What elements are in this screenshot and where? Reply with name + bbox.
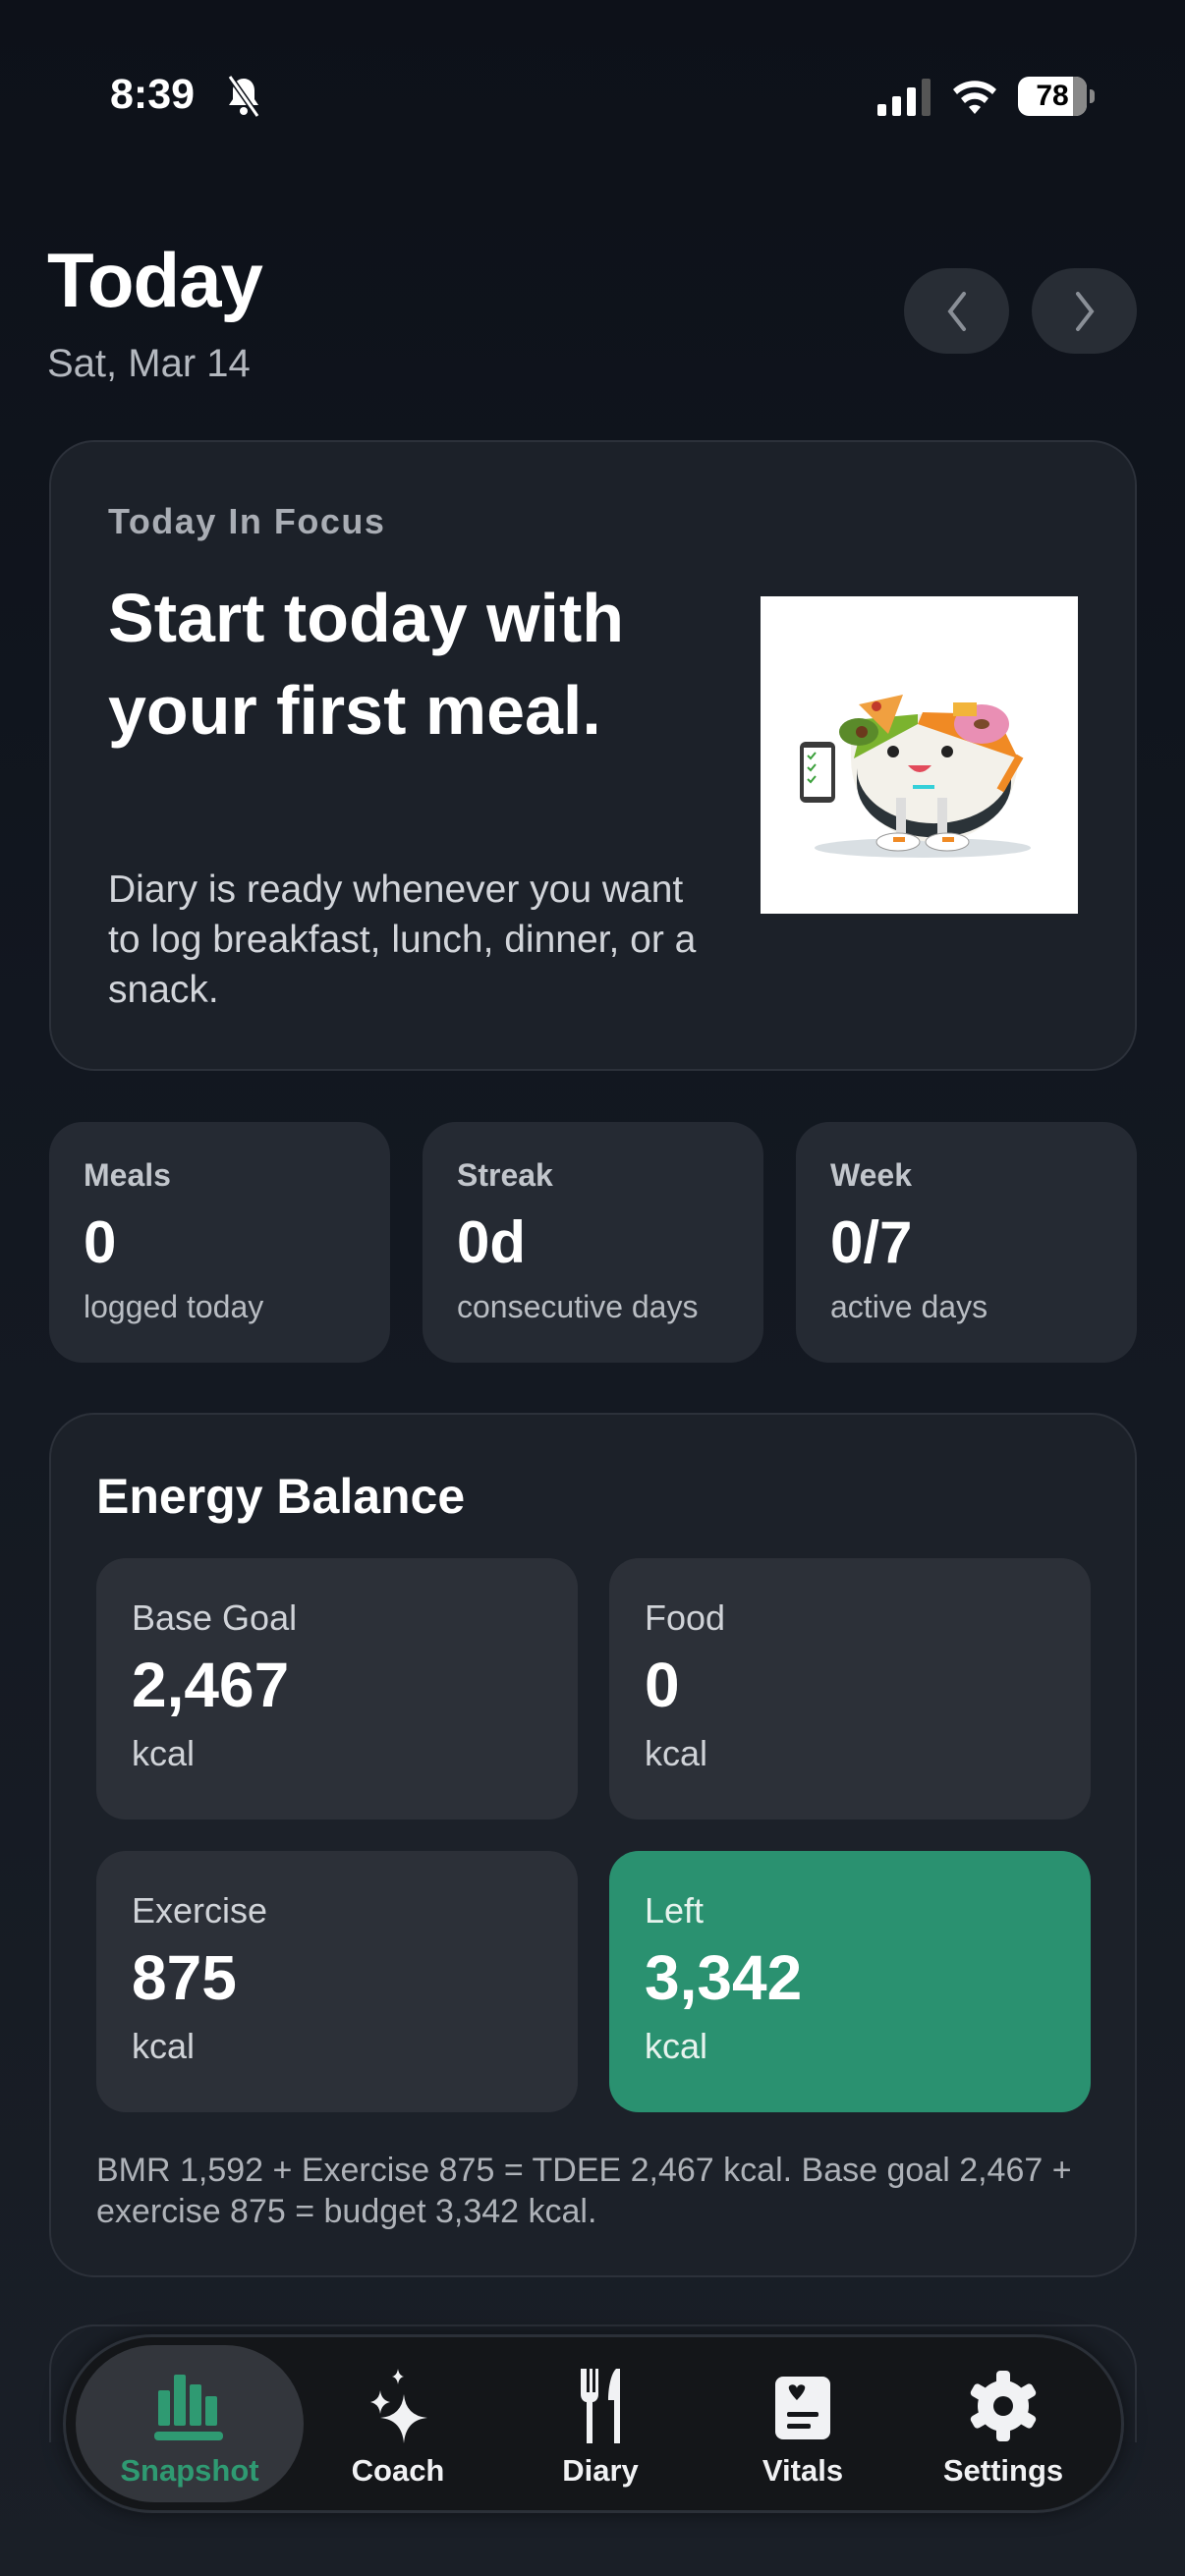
stat-sub: logged today — [84, 1289, 264, 1324]
tab-vitals[interactable]: Vitals — [689, 2345, 917, 2502]
tile-label: Base Goal — [132, 1597, 298, 1638]
chart-bars-icon — [154, 2375, 223, 2440]
tab-label: Settings — [942, 2453, 1064, 2488]
exercise-tile: Exercise 875 kcal — [96, 1851, 578, 2112]
today-in-focus-card[interactable]: Today In Focus Start today with your fir… — [49, 440, 1137, 1071]
tile-unit: kcal — [645, 2026, 708, 2066]
cellular-signal-icon — [877, 79, 931, 116]
gear-icon — [970, 2371, 1037, 2441]
energy-balance-title: Energy Balance — [96, 1469, 466, 1524]
tab-label: Snapshot — [120, 2453, 259, 2488]
tab-coach[interactable]: Coach — [284, 2345, 512, 2502]
page-date: Sat, Mar 14 — [47, 342, 251, 385]
stat-sub: consecutive days — [457, 1289, 699, 1324]
focus-headline: Start today with your first meal. — [108, 580, 625, 749]
tile-label: Left — [645, 1890, 705, 1931]
battery-level: 78 — [1036, 80, 1069, 112]
tab-diary[interactable]: Diary — [486, 2345, 714, 2502]
tab-label: Vitals — [762, 2453, 844, 2488]
food-bowl-mascot-illustration — [761, 596, 1078, 914]
stat-label: Streak — [457, 1157, 553, 1193]
heart-card-icon — [775, 2377, 830, 2439]
tile-label: Exercise — [132, 1890, 268, 1931]
streak-stat-card: Streak 0d consecutive days — [423, 1122, 763, 1363]
status-time: 8:39 — [110, 71, 196, 118]
stat-value: 0 — [84, 1209, 117, 1275]
tile-unit: kcal — [132, 2026, 196, 2066]
stat-value: 0d — [457, 1209, 527, 1275]
page-title: Today — [47, 237, 263, 323]
tile-value: 2,467 — [132, 1650, 290, 1720]
tab-bar: Snapshot Coach Diary Vitals Settings — [63, 2334, 1124, 2513]
wifi-icon — [953, 81, 996, 114]
previous-day-button[interactable] — [904, 268, 1009, 354]
energy-footnote: BMR 1,592 + Exercise 875 = TDEE 2,467 kc… — [96, 2152, 1072, 2230]
tab-label: Diary — [562, 2453, 639, 2488]
base-goal-tile: Base Goal 2,467 kcal — [96, 1558, 578, 1820]
tile-value: 0 — [645, 1650, 680, 1720]
battery-indicator: 78 — [1018, 77, 1097, 116]
tile-label: Food — [645, 1597, 726, 1638]
stat-label: Meals — [84, 1157, 171, 1193]
week-stat-card: Week 0/7 active days — [796, 1122, 1137, 1363]
tab-settings[interactable]: Settings — [889, 2345, 1117, 2502]
sparkles-icon — [370, 2369, 427, 2443]
tab-label: Coach — [351, 2453, 445, 2488]
tab-snapshot[interactable]: Snapshot — [76, 2345, 304, 2502]
tile-unit: kcal — [645, 1733, 708, 1773]
chevron-left-icon — [946, 291, 966, 331]
focus-kicker: Today In Focus — [108, 501, 386, 541]
stat-sub: active days — [830, 1289, 988, 1324]
focus-body: Diary is ready whenever you want to log … — [108, 868, 697, 1011]
stat-label: Week — [830, 1157, 913, 1193]
next-day-button[interactable] — [1032, 268, 1137, 354]
tile-value: 875 — [132, 1942, 237, 2013]
meals-stat-card: Meals 0 logged today — [49, 1122, 390, 1363]
tile-unit: kcal — [132, 1733, 196, 1773]
calories-left-tile: Left 3,342 kcal — [609, 1851, 1091, 2112]
fork-knife-icon — [581, 2369, 620, 2443]
energy-balance-card: Energy Balance Base Goal 2,467 kcal Food… — [49, 1413, 1137, 2277]
tile-value: 3,342 — [645, 1942, 803, 2013]
stat-value: 0/7 — [830, 1209, 913, 1275]
bell-slash-icon — [227, 75, 260, 118]
food-tile: Food 0 kcal — [609, 1558, 1091, 1820]
chevron-right-icon — [1075, 291, 1095, 331]
